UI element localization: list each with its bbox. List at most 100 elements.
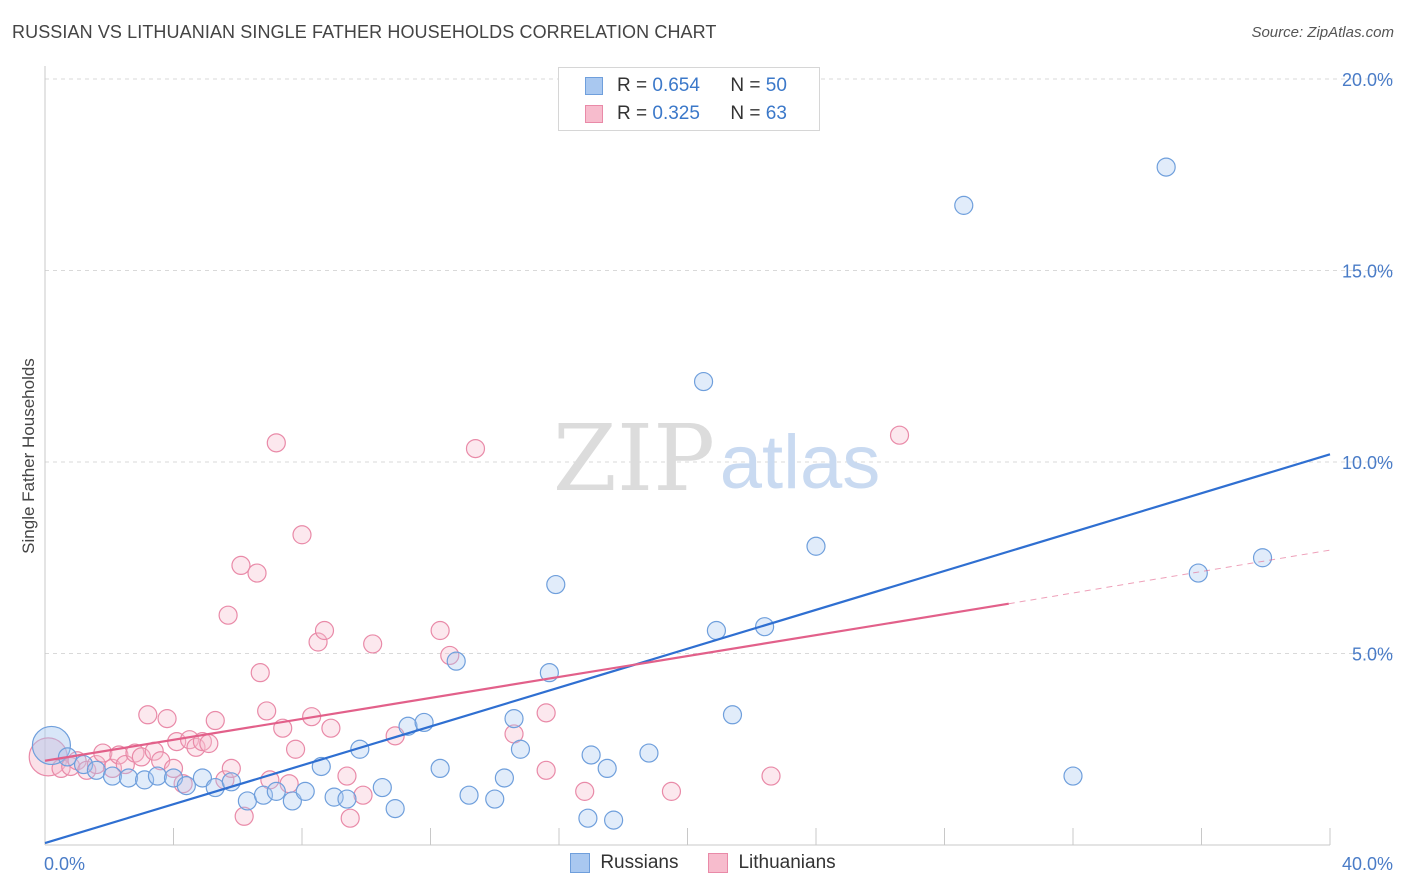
lithuanian-point bbox=[157, 709, 177, 729]
russian-point bbox=[510, 739, 531, 759]
series-legend: Russians Lithuanians bbox=[0, 852, 1406, 874]
russian-points bbox=[31, 157, 1273, 830]
lithuanian-point bbox=[285, 739, 306, 759]
lithuanian-trend-line bbox=[44, 602, 1009, 762]
russian-point bbox=[134, 770, 155, 790]
russian-point bbox=[722, 705, 743, 725]
russian-point bbox=[282, 791, 302, 811]
legend-item-lithuanians: Lithuanians bbox=[708, 852, 836, 874]
russian-point bbox=[459, 785, 479, 805]
lithuanian-point bbox=[234, 806, 254, 826]
russian-point bbox=[581, 745, 601, 765]
russian-point bbox=[295, 781, 315, 801]
trend-lines bbox=[44, 453, 1331, 845]
lithuanian-point bbox=[340, 808, 360, 828]
r-label: R = bbox=[617, 103, 648, 124]
lithuanian-point bbox=[465, 438, 486, 459]
russian-point bbox=[954, 195, 974, 215]
russian-point bbox=[118, 768, 139, 788]
n-label: N = bbox=[730, 75, 761, 96]
russian-point bbox=[147, 766, 168, 786]
russian-point bbox=[350, 739, 370, 759]
lithuanian-point bbox=[218, 605, 238, 625]
russian-point bbox=[485, 789, 505, 809]
x-tick-label: 40.0% bbox=[1342, 854, 1393, 874]
stats-legend: R = 0.654 N = 50 R = 0.325 N = 63 bbox=[558, 67, 820, 131]
russian-point bbox=[494, 768, 514, 788]
lithuanian-point bbox=[257, 701, 277, 721]
r-value: 0.654 bbox=[652, 75, 700, 96]
y-tick-label: 5.0% bbox=[1352, 645, 1393, 665]
y-tick-label: 20.0% bbox=[1342, 70, 1393, 90]
chart-title: RUSSIAN VS LITHUANIAN SINGLE FATHER HOUS… bbox=[12, 22, 717, 42]
lithuanian-point bbox=[536, 760, 556, 780]
lithuanian-point bbox=[247, 563, 267, 583]
watermark-atlas: atlas bbox=[720, 420, 881, 505]
russian-point bbox=[237, 791, 257, 811]
russian-point bbox=[604, 810, 624, 830]
lithuanian-point bbox=[221, 758, 241, 779]
n-value: 50 bbox=[765, 75, 787, 96]
r-value: 0.325 bbox=[652, 103, 700, 124]
russian-trend-line bbox=[44, 453, 1331, 845]
russian-point bbox=[546, 574, 566, 595]
russian-point bbox=[86, 760, 107, 780]
lithuanians-swatch bbox=[585, 105, 603, 123]
axes bbox=[44, 66, 1331, 846]
russian-point bbox=[385, 799, 405, 819]
lithuanian-point bbox=[250, 663, 270, 683]
russians-swatch bbox=[570, 853, 591, 873]
russian-point bbox=[754, 617, 775, 637]
y-tick-label: 15.0% bbox=[1342, 262, 1393, 282]
lithuanian-point bbox=[889, 425, 910, 445]
russian-point bbox=[597, 758, 617, 779]
lithuanian-point bbox=[308, 632, 328, 652]
n-label: N = bbox=[730, 103, 761, 124]
lithuanian-point bbox=[661, 781, 682, 801]
legend-item-russians: Russians bbox=[570, 852, 678, 874]
lithuanian-point bbox=[761, 766, 781, 786]
russian-point bbox=[504, 709, 524, 729]
watermark-zip: ZIP bbox=[553, 405, 715, 512]
lithuanian-point bbox=[430, 620, 450, 641]
lithuanian-point bbox=[199, 733, 219, 754]
lithuanian-point bbox=[321, 718, 341, 738]
lithuanian-point bbox=[337, 766, 357, 786]
russian-point bbox=[372, 777, 392, 798]
russian-point bbox=[176, 776, 196, 796]
lithuanian-points bbox=[28, 425, 910, 828]
lithuanian-point bbox=[363, 634, 383, 654]
russian-point bbox=[578, 808, 598, 828]
legend-row-russians: R = 0.654 N = 50 bbox=[585, 74, 787, 98]
russian-point bbox=[1156, 157, 1176, 177]
russian-point bbox=[1252, 548, 1273, 568]
russian-point bbox=[446, 651, 466, 671]
russian-point bbox=[102, 766, 123, 786]
russian-point bbox=[253, 785, 274, 805]
tick-labels: 5.0% 10.0% 15.0% 20.0% 0.0% 40.0% bbox=[44, 70, 1393, 874]
russian-point bbox=[1188, 563, 1208, 583]
legend-label-lithuanians: Lithuanians bbox=[738, 852, 836, 873]
lithuanian-point bbox=[77, 760, 97, 780]
russian-point bbox=[430, 758, 450, 779]
lithuanian-point bbox=[314, 620, 335, 641]
russian-point bbox=[192, 768, 213, 788]
lithuanian-point bbox=[292, 525, 312, 545]
lithuanians-swatch bbox=[708, 853, 729, 873]
russian-point bbox=[1063, 766, 1083, 786]
lithuanian-point bbox=[138, 705, 158, 725]
n-value: 63 bbox=[765, 103, 787, 124]
russian-point bbox=[693, 371, 714, 392]
russians-swatch bbox=[585, 77, 603, 95]
lithuanian-point bbox=[385, 726, 405, 746]
source-label: Source: ZipAtlas.com bbox=[1251, 24, 1394, 41]
lithuanian-trend-extension bbox=[1008, 549, 1331, 605]
lithuanian-point bbox=[575, 781, 595, 801]
lithuanian-point bbox=[231, 555, 251, 576]
russian-point bbox=[706, 620, 727, 641]
lithuanian-point bbox=[205, 710, 225, 731]
r-label: R = bbox=[617, 75, 648, 96]
russian-point bbox=[806, 536, 826, 556]
lithuanian-point bbox=[266, 433, 286, 453]
legend-row-lithuanians: R = 0.325 N = 63 bbox=[585, 102, 787, 126]
